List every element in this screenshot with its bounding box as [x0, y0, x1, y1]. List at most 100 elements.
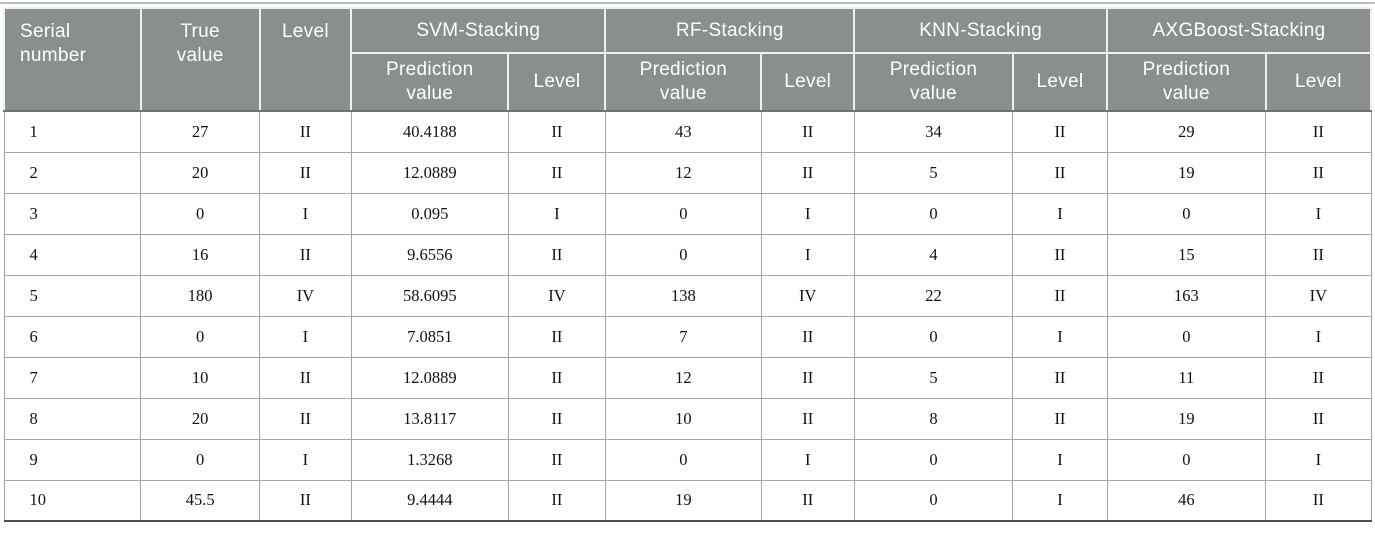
cell-rf-prediction-value: 0: [604, 233, 762, 276]
cell-knn-level: II: [1012, 356, 1108, 399]
cell-true-value: 20: [140, 151, 261, 194]
cell-rf-level: II: [760, 110, 855, 153]
cell-knn-level: II: [1012, 151, 1108, 194]
cell-svm-prediction-value: 9.6556: [350, 233, 509, 276]
cell-true-level: II: [259, 479, 352, 522]
cell-axgboost-prediction-value: 19: [1106, 151, 1267, 194]
col-header-true-value: True value: [139, 7, 261, 112]
cell-knn-level: II: [1012, 110, 1108, 153]
cell-rf-level: II: [760, 151, 855, 194]
table-row: 3 0 I 0.095 I 0 I 0 I 0 I: [3, 192, 1372, 235]
cell-serial-number: 3: [3, 192, 142, 235]
cell-svm-prediction-value: 58.6095: [350, 274, 509, 317]
cell-svm-prediction-value: 12.0889: [350, 356, 509, 399]
cell-axgboost-prediction-value: 15: [1106, 233, 1267, 276]
cell-true-value: 27: [140, 110, 261, 153]
cell-true-level: I: [259, 315, 352, 358]
table-row: 10 45.5 II 9.4444 II 19 II 0 I 46 II: [3, 479, 1372, 522]
cell-svm-prediction-value: 9.4444: [350, 479, 509, 522]
cell-rf-prediction-value: 12: [604, 356, 762, 399]
sub-header-svm-level: Level: [507, 52, 607, 112]
cell-knn-prediction-value: 0: [853, 479, 1014, 522]
cell-svm-level: II: [507, 110, 606, 153]
cell-axgboost-prediction-value: 29: [1106, 110, 1267, 153]
group-header-svm-stacking: SVM-Stacking: [350, 7, 607, 54]
cell-rf-prediction-value: 10: [604, 397, 762, 440]
cell-knn-level: II: [1012, 233, 1108, 276]
cell-knn-prediction-value: 0: [853, 438, 1014, 481]
sub-header-svm-prediction-value: Prediction value: [350, 52, 510, 112]
table-row: 6 0 I 7.0851 II 7 II 0 I 0 I: [3, 315, 1372, 358]
cell-rf-level: II: [760, 479, 855, 522]
cell-svm-level: II: [507, 233, 606, 276]
cell-true-value: 0: [140, 438, 261, 481]
cell-true-value: 45.5: [140, 479, 261, 522]
cell-axgboost-level: II: [1265, 356, 1372, 399]
cell-svm-level: II: [507, 438, 606, 481]
cell-rf-level: II: [760, 315, 855, 358]
cell-serial-number: 9: [3, 438, 142, 481]
cell-serial-number: 8: [3, 397, 142, 440]
cell-true-value: 0: [140, 315, 261, 358]
cell-true-value: 180: [140, 274, 261, 317]
sub-header-rf-prediction-value: Prediction value: [604, 52, 763, 112]
cell-knn-level: I: [1012, 438, 1108, 481]
cell-rf-prediction-value: 138: [604, 274, 762, 317]
sub-header-knn-level: Level: [1011, 52, 1109, 112]
cell-svm-level: II: [507, 356, 606, 399]
cell-true-level: IV: [259, 274, 352, 317]
cell-true-value: 10: [140, 356, 261, 399]
table-row: 7 10 II 12.0889 II 12 II 5 II 11 II: [3, 356, 1372, 399]
sub-header-axgboost-prediction-value: Prediction value: [1106, 52, 1267, 112]
cell-svm-prediction-value: 12.0889: [350, 151, 509, 194]
cell-svm-level: II: [507, 479, 606, 522]
cell-knn-prediction-value: 4: [853, 233, 1014, 276]
prediction-results-table: Serial number True value Level SVM-Stack…: [3, 7, 1373, 522]
cell-axgboost-level: II: [1265, 151, 1372, 194]
cell-true-level: II: [259, 110, 352, 153]
cell-serial-number: 6: [3, 315, 142, 358]
cell-axgboost-prediction-value: 0: [1106, 192, 1267, 235]
table-row: 1 27 II 40.4188 II 43 II 34 II 29 II: [3, 110, 1372, 153]
cell-true-value: 20: [140, 397, 261, 440]
cell-axgboost-prediction-value: 163: [1106, 274, 1267, 317]
cell-knn-level: I: [1012, 315, 1108, 358]
cell-axgboost-level: II: [1265, 233, 1372, 276]
group-header-rf-stacking: RF-Stacking: [604, 7, 856, 54]
cell-true-level: I: [259, 438, 352, 481]
col-header-level: Level: [258, 7, 353, 112]
table-row: 8 20 II 13.8117 II 10 II 8 II 19 II: [3, 397, 1372, 440]
group-header-knn-stacking: KNN-Stacking: [853, 7, 1109, 54]
cell-true-value: 16: [140, 233, 261, 276]
table-row: 2 20 II 12.0889 II 12 II 5 II 19 II: [3, 151, 1372, 194]
cell-axgboost-level: I: [1265, 438, 1372, 481]
sub-header-knn-prediction-value: Prediction value: [853, 52, 1014, 112]
cell-rf-level: I: [760, 192, 855, 235]
cell-rf-level: I: [760, 438, 855, 481]
cell-rf-prediction-value: 0: [604, 192, 762, 235]
cell-axgboost-prediction-value: 46: [1106, 479, 1267, 522]
cell-serial-number: 1: [3, 110, 142, 153]
cell-rf-prediction-value: 7: [604, 315, 762, 358]
table-header: Serial number True value Level SVM-Stack…: [3, 7, 1373, 112]
cell-svm-level: IV: [507, 274, 606, 317]
cell-rf-prediction-value: 0: [604, 438, 762, 481]
cell-axgboost-prediction-value: 0: [1106, 315, 1267, 358]
cell-svm-prediction-value: 0.095: [350, 192, 509, 235]
cell-axgboost-level: I: [1265, 192, 1372, 235]
cell-knn-prediction-value: 5: [853, 151, 1014, 194]
cell-true-level: II: [259, 397, 352, 440]
cell-svm-level: II: [507, 397, 606, 440]
cell-knn-prediction-value: 0: [853, 192, 1014, 235]
sub-header-rf-level: Level: [760, 52, 856, 112]
cell-knn-level: I: [1012, 479, 1108, 522]
cell-serial-number: 2: [3, 151, 142, 194]
cell-true-level: II: [259, 151, 352, 194]
sub-header-axgboost-level: Level: [1264, 52, 1373, 112]
cell-axgboost-level: IV: [1265, 274, 1372, 317]
table-row: 9 0 I 1.3268 II 0 I 0 I 0 I: [3, 438, 1372, 481]
cell-axgboost-level: II: [1265, 397, 1372, 440]
cell-serial-number: 5: [3, 274, 142, 317]
table-row: 4 16 II 9.6556 II 0 I 4 II 15 II: [3, 233, 1372, 276]
cell-serial-number: 4: [3, 233, 142, 276]
